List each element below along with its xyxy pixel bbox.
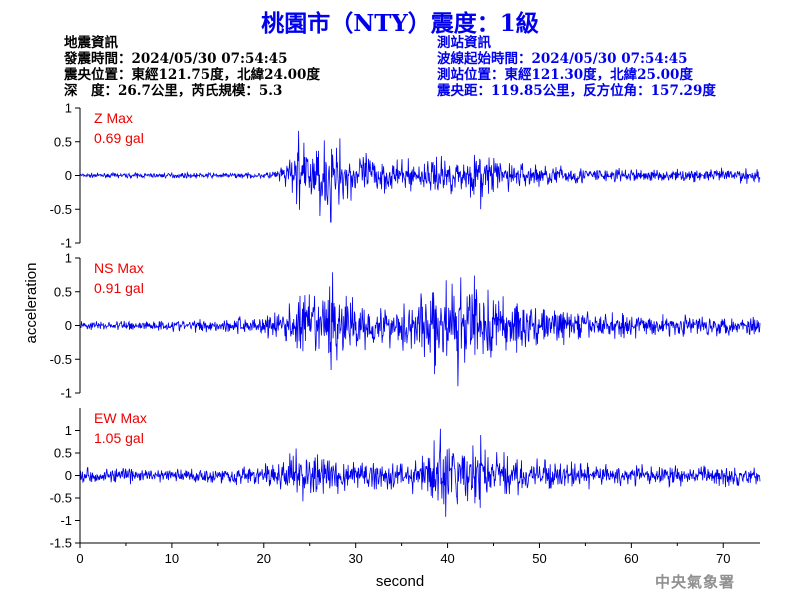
- x-tick-label: 70: [716, 551, 730, 566]
- quake-time: 發震時間：2024/05/30 07:54:45: [64, 51, 288, 67]
- y-tick-label: -0.5: [50, 202, 72, 217]
- station-info-heading: 測站資訊: [437, 35, 491, 51]
- y-tick-label: 0: [65, 318, 72, 333]
- y-tick-label: -0.5: [50, 491, 72, 506]
- x-tick-label: 50: [532, 551, 546, 566]
- y-tick-label: -1: [60, 236, 72, 251]
- x-tick-label: 10: [165, 551, 179, 566]
- station-info: 測站資訊 波線起始時間：2024/05/30 07:54:45 測站位置：東經1…: [437, 35, 716, 99]
- y-tick-label: -1: [60, 386, 72, 401]
- max-label-ns: NS Max: [94, 260, 144, 276]
- trace-ew: [79, 428, 761, 517]
- panel-ns: -1 -0.5 0 0.5 1 NS Max 0.91 gal: [50, 251, 761, 401]
- y-tick-label: -1: [60, 513, 72, 528]
- x-tick-label: 60: [624, 551, 638, 566]
- panel-z: -1 -0.5 0 0.5 1 Z Max 0.69 gal: [50, 101, 761, 251]
- y-axis-label: acceleration: [23, 263, 40, 344]
- y-tick-label: -1.5: [50, 536, 72, 551]
- max-label-z: Z Max: [94, 110, 133, 126]
- quake-info: 地震資訊 發震時間：2024/05/30 07:54:45 震央位置：東經121…: [64, 35, 320, 99]
- max-label-ew: EW Max: [94, 410, 147, 426]
- chart-title: 桃園市（NTY）震度：1級: [261, 10, 539, 37]
- y-tick-label: 1: [65, 251, 72, 266]
- x-tick-label: 40: [440, 551, 454, 566]
- x-tick-label: 30: [348, 551, 362, 566]
- y-tick-label: 0.5: [54, 284, 72, 299]
- trace-ns: [79, 272, 761, 387]
- y-tick-label: 1: [65, 101, 72, 116]
- panel-ew: -1.5 -1 -0.5 0 0.5 1 EW Max 1.05 gal: [50, 408, 761, 551]
- station-location: 測站位置：東經121.30度，北緯25.00度: [437, 67, 693, 83]
- x-axis-label: second: [376, 573, 424, 590]
- y-tick-label: 1: [65, 423, 72, 438]
- quake-depth-magnitude: 深 度：26.7公里，芮氏規模：5.3: [64, 83, 283, 99]
- quake-info-heading: 地震資訊: [64, 35, 118, 51]
- station-wave-start: 波線起始時間：2024/05/30 07:54:45: [437, 51, 688, 67]
- y-tick-label: 0: [65, 168, 72, 183]
- max-value-ew: 1.05 gal: [94, 430, 144, 446]
- quake-epicenter: 震央位置：東經121.75度，北緯24.00度: [64, 67, 320, 83]
- max-value-z: 0.69 gal: [94, 130, 144, 146]
- y-tick-label: -0.5: [50, 352, 72, 367]
- y-tick-label: 0.5: [54, 446, 72, 461]
- x-tick-label: 0: [76, 551, 83, 566]
- y-tick-label: 0: [65, 468, 72, 483]
- y-tick-label: 0.5: [54, 134, 72, 149]
- agency-watermark: 中央氣象署: [655, 573, 736, 591]
- station-distance: 震央距：119.85公里，反方位角：157.29度: [437, 83, 716, 99]
- trace-z: [79, 130, 761, 223]
- x-tick-label: 20: [257, 551, 271, 566]
- max-value-ns: 0.91 gal: [94, 280, 144, 296]
